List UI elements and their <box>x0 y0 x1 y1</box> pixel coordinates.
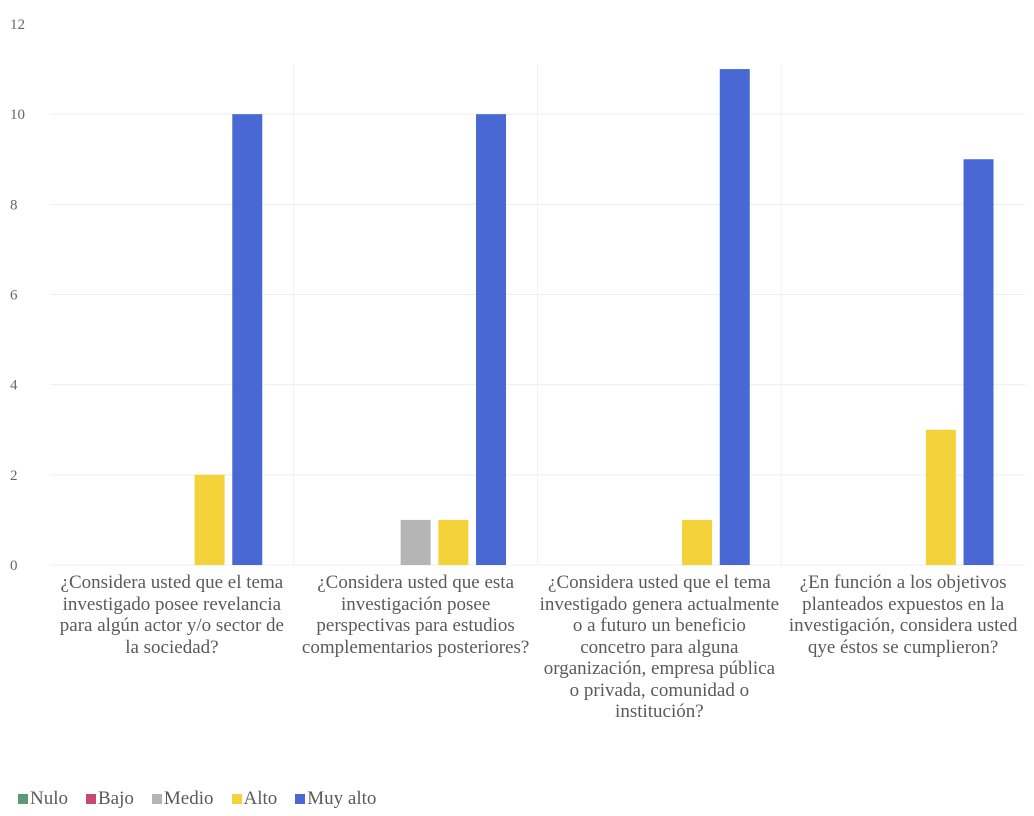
y-tick-label: 0 <box>10 558 18 574</box>
legend-label: Muy alto <box>307 788 377 809</box>
legend-swatch <box>295 794 306 804</box>
legend-swatch <box>18 794 28 804</box>
bar-alto <box>682 519 713 565</box>
chart-legend: Nulo Bajo Medio Alto Muy alto <box>18 788 376 810</box>
bar-alto <box>925 429 956 565</box>
y-tick-label: 2 <box>10 468 18 484</box>
bar-medio <box>400 519 431 565</box>
x-category-label: ¿Considera usted que esta investigación … <box>301 572 530 658</box>
y-tick-label: 6 <box>10 288 18 304</box>
legend-item: Alto <box>231 788 278 810</box>
y-tick-label: 8 <box>10 197 18 213</box>
bar-muy-alto <box>232 114 263 566</box>
legend-item: Muy alto <box>295 788 376 810</box>
bar-muy-alto <box>719 69 750 565</box>
legend-swatch <box>86 794 96 804</box>
legend-label: Alto <box>243 788 278 809</box>
x-category-label: ¿Considera usted que el tema investigado… <box>539 572 780 722</box>
y-tick-label: 12 <box>10 17 25 33</box>
bar-muy-alto <box>963 159 994 565</box>
legend-item: Bajo <box>86 788 134 810</box>
legend-label: Bajo <box>98 788 134 809</box>
bar-chart: 0 2 4 6 8 10 12 <box>10 17 1025 574</box>
y-tick-label: 4 <box>10 378 18 394</box>
bar-alto <box>194 474 225 565</box>
legend-swatch <box>151 794 162 804</box>
legend-label: Nulo <box>30 788 68 809</box>
legend-label: Medio <box>163 788 214 809</box>
x-category-label: ¿En función a los objetivos planteados e… <box>788 572 1018 658</box>
x-category-label: ¿Considera usted que el tema investigado… <box>59 572 284 658</box>
y-tick-label: 10 <box>10 107 25 123</box>
legend-swatch <box>231 794 242 804</box>
bar-muy-alto <box>476 114 507 566</box>
legend-item: Medio <box>151 788 214 810</box>
legend-item: Nulo <box>18 788 68 810</box>
bar-alto <box>438 519 469 565</box>
